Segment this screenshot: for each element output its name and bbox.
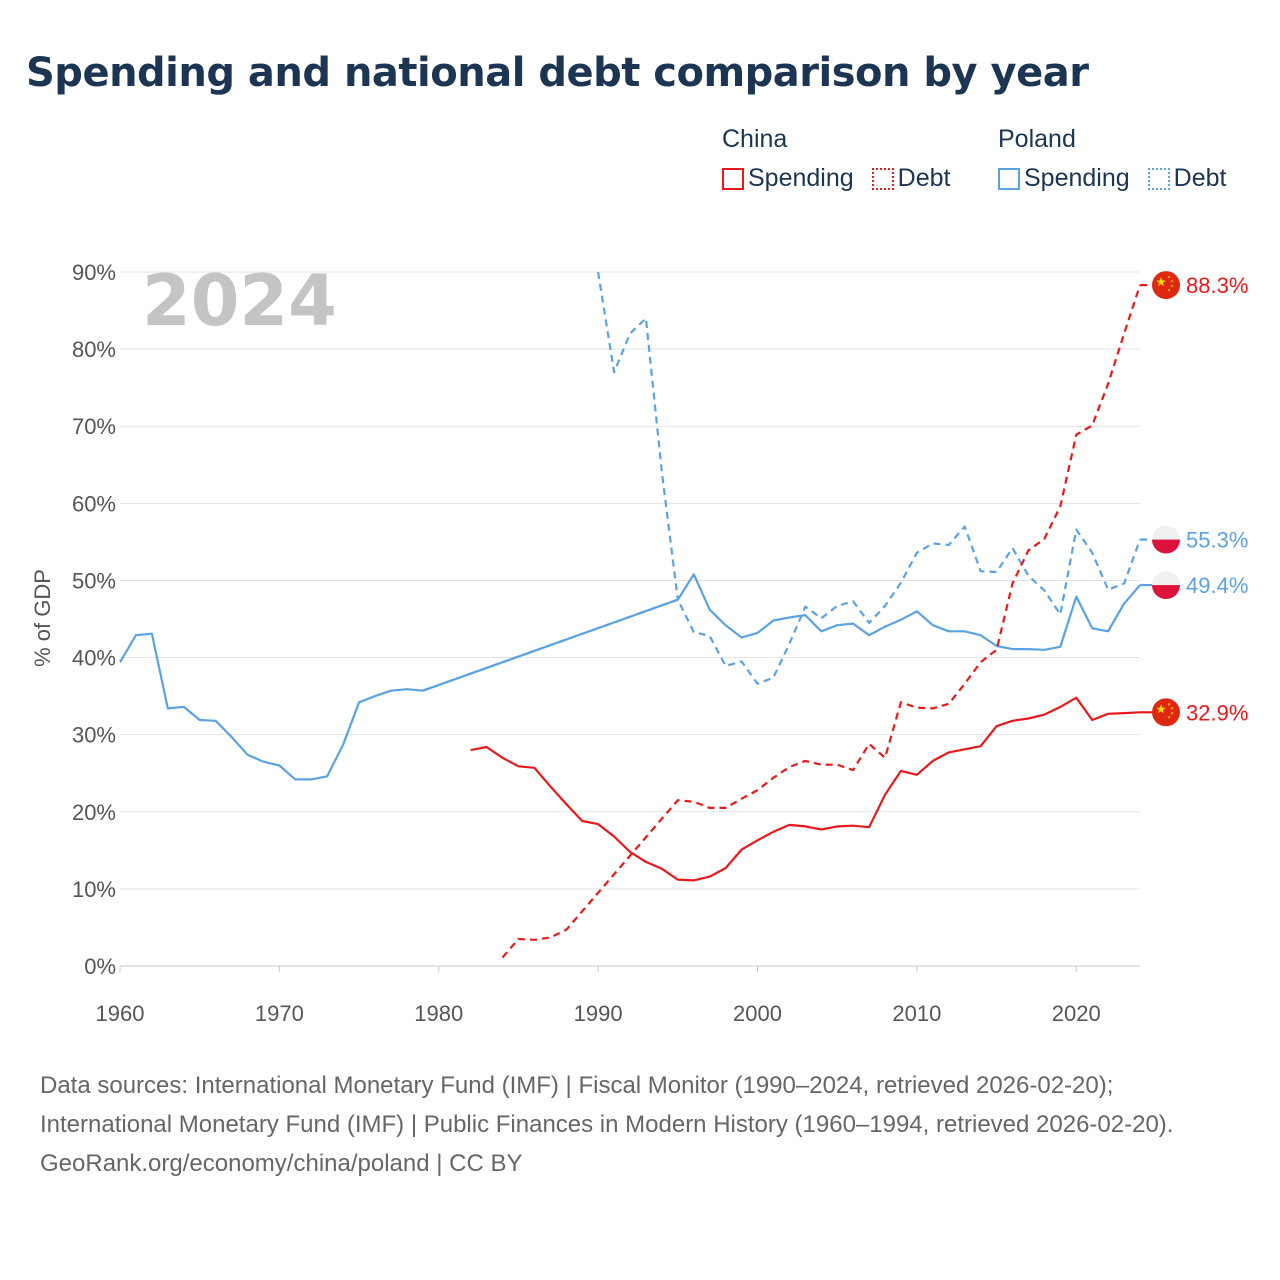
legend-swatch-dotted: [871, 167, 894, 190]
x-tick-label: 2020: [1052, 1001, 1101, 1026]
y-axis-label: % of GDP: [30, 569, 55, 667]
end-value-label: 88.3%: [1186, 273, 1248, 298]
legend-label: Spending: [1024, 164, 1130, 192]
end-value-label: 49.4%: [1186, 573, 1248, 598]
end-markers: 49.4% 55.3% 32.9% 88.3%: [1140, 271, 1248, 727]
series-line-poland-spending: [119, 573, 1141, 781]
end-value-label: 55.3%: [1186, 528, 1248, 553]
x-tick-label: 2010: [892, 1001, 941, 1026]
legend-china-spending[interactable]: Spending: [722, 164, 854, 193]
series-line-china-spending: [470, 696, 1141, 882]
y-tick-label: 0%: [84, 954, 116, 979]
legend-label: Debt: [1173, 164, 1227, 192]
end-marker: [1152, 698, 1180, 727]
y-tick-label: 40%: [72, 646, 116, 671]
legend-china-debt[interactable]: Debt: [871, 164, 951, 193]
legend-swatch-solid: [722, 167, 744, 190]
x-tick-label: 1980: [414, 1001, 463, 1026]
y-tick-label: 20%: [72, 800, 116, 825]
legend-group-label: China: [722, 125, 788, 153]
china-flag-icon: [1152, 271, 1180, 300]
china-flag-icon: [1152, 698, 1180, 727]
poland-flag-icon: [1152, 571, 1180, 600]
y-tick-label: 70%: [72, 414, 116, 439]
year-watermark: 2024: [142, 260, 337, 342]
x-tick-label: 1990: [574, 1001, 623, 1026]
chart-title: Spending and national debt comparison by…: [26, 50, 1089, 96]
legend-poland-debt[interactable]: Debt: [1147, 164, 1227, 193]
x-axis-ticks: 1960 1970 1980 1990 2000 2010 2020: [96, 966, 1101, 1026]
y-tick-label: 90%: [72, 260, 116, 285]
grid-lines: [120, 271, 1140, 967]
series-line-china-debt: [501, 284, 1142, 959]
y-tick-label: 30%: [72, 723, 116, 748]
legend-poland-spending[interactable]: Spending: [998, 164, 1130, 193]
data-sources: Data sources: International Monetary Fun…: [40, 1072, 1174, 1138]
y-tick-label: 10%: [72, 877, 116, 902]
x-tick-label: 1960: [96, 1001, 145, 1026]
end-value-label: 32.9%: [1186, 700, 1248, 725]
end-marker: [1152, 525, 1180, 554]
legend-group-poland: Poland Spending Debt: [998, 122, 1226, 193]
y-tick-label: 80%: [72, 337, 116, 362]
footer: Data sources: International Monetary Fun…: [40, 1066, 1240, 1183]
legend-label: Debt: [897, 164, 951, 192]
x-tick-label: 1970: [255, 1001, 304, 1026]
series-line-poland-debt: [422, 525, 1142, 692]
y-tick-label: 60%: [72, 491, 116, 516]
legend-swatch-dotted: [1147, 167, 1170, 190]
credit-link[interactable]: GeoRank.org/economy/china/poland | CC BY: [40, 1150, 523, 1177]
legend-swatch-solid: [998, 167, 1020, 190]
poland-flag-icon: [1152, 525, 1180, 554]
end-marker: [1152, 271, 1180, 300]
y-axis-ticks: 0% 10% 20% 30% 40% 50% 60% 70% 80% 90%: [72, 260, 116, 979]
series-line-poland-debt-early-: [597, 271, 679, 600]
legend-group-label: Poland: [998, 125, 1076, 153]
legend-label: Spending: [748, 164, 854, 192]
x-tick-label: 2000: [733, 1001, 782, 1026]
line-chart: 2024 % of GDP 0% 10% 20% 30% 40% 50% 60% 70% 80%…: [30, 260, 1248, 1026]
legend-group-china: China Spending Debt: [722, 122, 950, 193]
series-lines: [119, 271, 1142, 959]
end-marker: [1152, 571, 1180, 600]
y-tick-label: 50%: [72, 568, 116, 593]
